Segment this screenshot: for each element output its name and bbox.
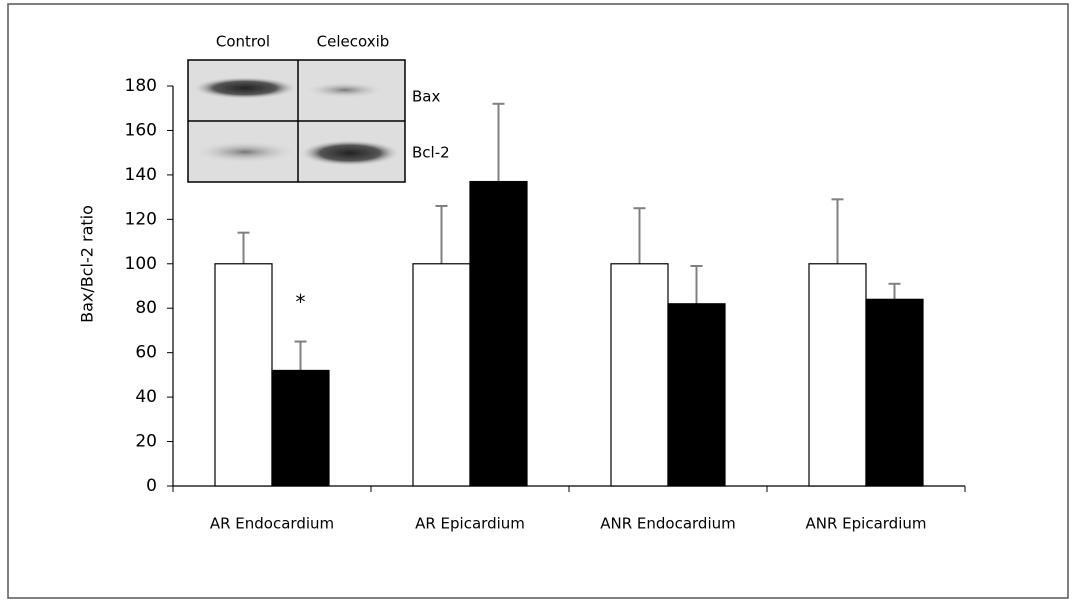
- bar: [809, 264, 866, 486]
- bar: [611, 264, 668, 486]
- y-tick-label: 40: [135, 387, 157, 407]
- bar: [272, 370, 329, 486]
- x-tick-label: AR Epicardium: [415, 515, 525, 533]
- blot-band: [305, 82, 385, 98]
- y-tick-label: 180: [125, 76, 157, 96]
- y-tick-label: 0: [146, 476, 157, 496]
- blot-row-label: Bax: [412, 88, 440, 106]
- blot-band: [193, 77, 297, 99]
- y-tick-label: 120: [125, 209, 157, 229]
- bar: [470, 182, 527, 486]
- annotation: *: [296, 290, 306, 314]
- x-tick-label: ANR Endocardium: [600, 515, 736, 533]
- blot-band: [193, 141, 297, 163]
- bar: [866, 299, 923, 486]
- y-tick-label: 80: [135, 298, 157, 318]
- blot-band: [300, 140, 400, 166]
- blot-row-label: Bcl-2: [412, 144, 450, 162]
- page: Control Celecoxib Bax Bcl-2 Bax/Bcl-2 ra…: [0, 0, 1075, 602]
- blot-column-label: Control: [216, 33, 270, 51]
- blot-column-label: Celecoxib: [317, 33, 390, 51]
- y-axis-label: Bax/Bcl-2 ratio: [78, 205, 97, 323]
- y-tick-label: 100: [125, 254, 157, 274]
- x-tick-label: ANR Epicardium: [806, 515, 927, 533]
- bar: [215, 264, 272, 486]
- bar: [668, 304, 725, 486]
- y-tick-label: 20: [135, 432, 157, 452]
- bar: [413, 264, 470, 486]
- y-tick-label: 60: [135, 343, 157, 363]
- y-tick-label: 160: [125, 120, 157, 140]
- y-tick-label: 140: [125, 165, 157, 185]
- x-tick-label: AR Endocardium: [210, 515, 334, 533]
- chart: Control Celecoxib Bax Bcl-2 Bax/Bcl-2 ra…: [0, 0, 1075, 602]
